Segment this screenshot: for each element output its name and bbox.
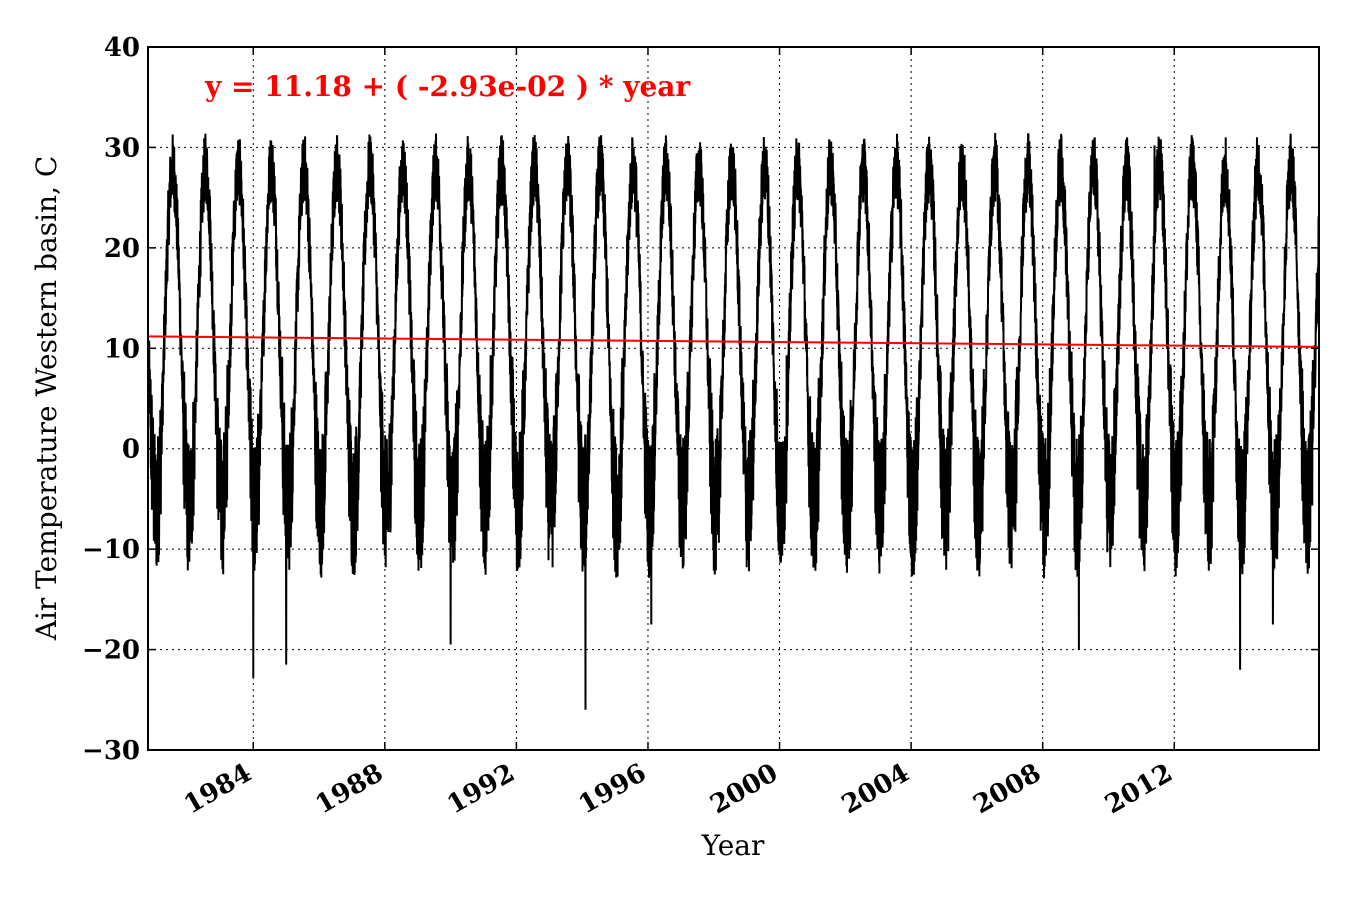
y-tick-label: −20 (82, 636, 140, 666)
y-tick-label: 40 (104, 33, 140, 63)
equation-annotation: y = 11.18 + ( -2.93e-02 ) * year (204, 70, 691, 103)
trend-line (148, 335, 1319, 348)
x-axis-title: Year (701, 829, 765, 862)
plot-frame (147, 46, 1320, 751)
y-axis-title: Air Temperature Western basin, C (30, 156, 63, 642)
temperature-series-line (148, 132, 1319, 710)
y-tick-label: −10 (82, 535, 140, 565)
y-tick-label: −30 (82, 736, 140, 766)
y-tick-label: 10 (104, 334, 140, 364)
y-axis: 40 30 20 10 0 −10 −20 −30 (82, 33, 1319, 766)
y-tick-label: 0 (122, 435, 140, 465)
y-tick-label: 20 (104, 234, 140, 264)
series-group (148, 132, 1319, 710)
y-tick-label: 30 (104, 133, 140, 163)
